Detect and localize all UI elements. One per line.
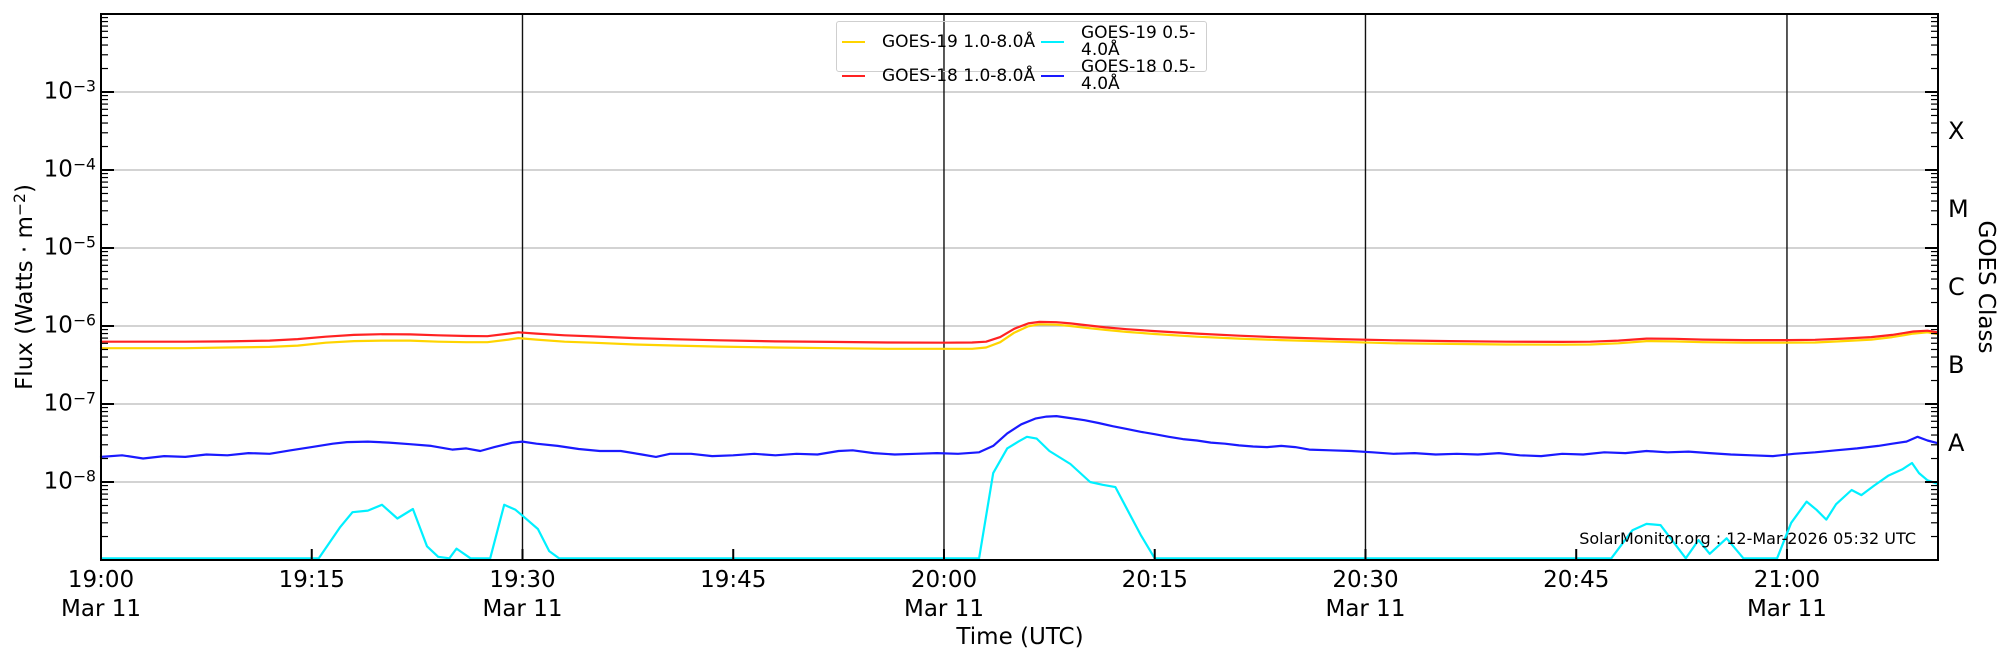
- legend-swatch-line: [1041, 75, 1064, 77]
- x-tick-label: 20:15: [1121, 567, 1188, 593]
- goes-class-c: C: [1948, 273, 1965, 301]
- legend-item: GOES-18 1.0-8.0Å: [842, 59, 1041, 93]
- legend-item: GOES-19 1.0-8.0Å: [842, 25, 1041, 59]
- legend-swatch-line: [842, 75, 865, 77]
- series-goes-19-1-0-8-0-: [99, 323, 1939, 350]
- x-tick-label: 20:30: [1332, 567, 1399, 593]
- x-tick-date-label: Mar 11: [1325, 596, 1406, 622]
- y-tick-label: 10−4: [43, 154, 96, 183]
- legend-swatch-line: [1041, 41, 1064, 43]
- x-tick-date-label: Mar 11: [903, 596, 984, 622]
- x-tick-label: 19:00: [67, 567, 135, 593]
- goes-class-x: X: [1948, 117, 1965, 145]
- legend-item: GOES-19 0.5-4.0Å: [1041, 25, 1200, 59]
- x-tick-label: 20:00: [910, 567, 978, 593]
- legend-swatch-line: [842, 41, 865, 43]
- series-goes-18-0-5-4-0-: [99, 415, 1939, 460]
- legend-label: GOES-18 0.5-4.0Å: [1081, 57, 1196, 94]
- goes-class-axis-label: GOES Class: [1973, 220, 1999, 354]
- goes-class-m: M: [1948, 195, 1969, 223]
- x-tick-label: 19:15: [278, 567, 345, 593]
- x-tick-date-label: Mar 11: [1746, 596, 1827, 622]
- goes-class-b: B: [1948, 351, 1965, 379]
- legend-item: GOES-18 0.5-4.0Å: [1041, 59, 1200, 93]
- series-goes-18-1-0-8-0-: [99, 320, 1939, 344]
- y-axis-label: Flux (Watts · m−2): [10, 184, 38, 390]
- y-tick-label: 10−8: [43, 466, 96, 495]
- y-tick-label: 10−5: [43, 232, 96, 261]
- legend-label: GOES-18 1.0-8.0Å: [882, 65, 1036, 86]
- y-tick-label: 10−6: [43, 310, 96, 339]
- x-tick-label: 21:00: [1753, 567, 1821, 593]
- legend-label: GOES-19 0.5-4.0Å: [1081, 23, 1196, 60]
- plot-border: [100, 13, 1939, 561]
- legend-label: GOES-19 1.0-8.0Å: [882, 31, 1036, 52]
- x-tick-label: 19:45: [700, 567, 767, 593]
- solarmonitor-timestamp: SolarMonitor.org : 12-Mar-2026 05:32 UTC: [1579, 529, 1916, 548]
- y-tick-label: 10−7: [43, 388, 96, 417]
- x-axis-label: Time (UTC): [956, 624, 1084, 650]
- series-goes-19-0-5-4-0-: [99, 435, 1939, 560]
- x-tick-date-label: Mar 11: [482, 596, 563, 622]
- x-tick-date-label: Mar 11: [61, 596, 141, 622]
- y-tick-label: 10−3: [43, 76, 96, 105]
- x-tick-label: 19:30: [489, 567, 556, 593]
- goes-class-a: A: [1948, 429, 1965, 457]
- legend: GOES-19 1.0-8.0Å GOES-18 1.0-8.0Å GOES-19 …: [836, 21, 1207, 93]
- x-tick-label: 20:45: [1543, 567, 1610, 593]
